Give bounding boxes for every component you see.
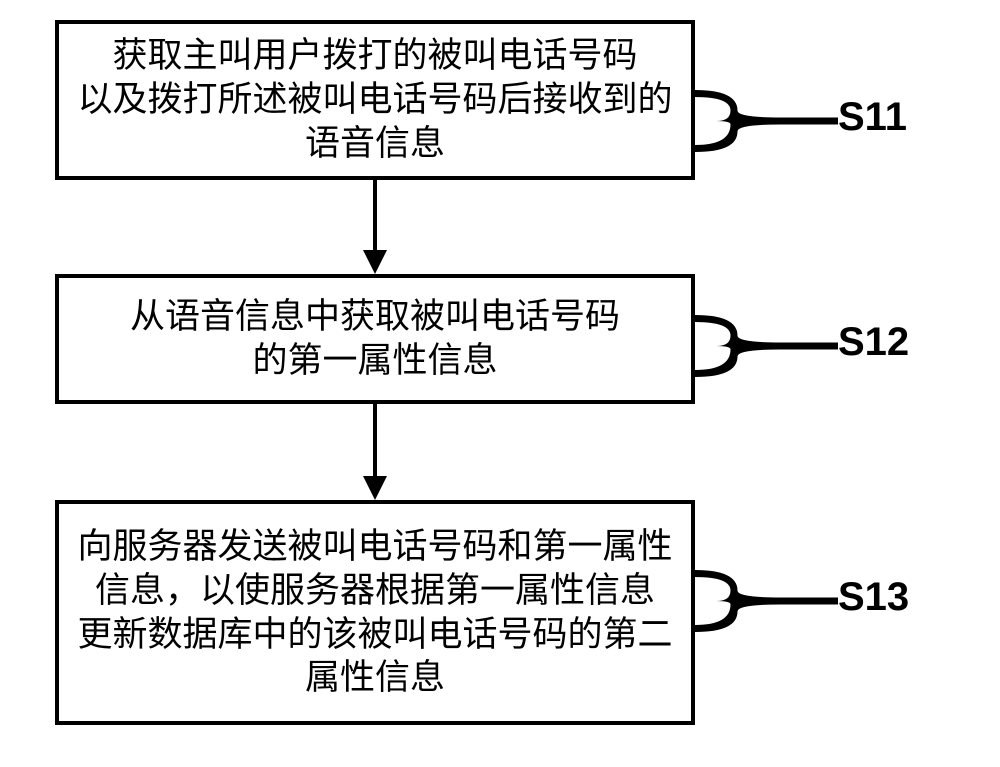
flow-node-text: 获取主叫用户拨打的被叫电话号码 以及拨打所述被叫电话号码后接收到的 语音信息 — [77, 34, 672, 165]
connector-n1 — [695, 83, 838, 152]
flowchart-canvas: 获取主叫用户拨打的被叫电话号码 以及拨打所述被叫电话号码后接收到的 语音信息从语… — [0, 0, 1000, 767]
connector-n2 — [695, 308, 838, 377]
arrow-n2-n3 — [361, 404, 389, 500]
flow-node-n2: 从语音信息中获取被叫电话号码 的第一属性信息 — [55, 274, 695, 404]
flow-node-n1: 获取主叫用户拨打的被叫电话号码 以及拨打所述被叫电话号码后接收到的 语音信息 — [55, 20, 695, 180]
arrow-n1-n2 — [361, 180, 389, 274]
connector-n3 — [695, 563, 838, 632]
step-label-S11: S11 — [838, 95, 907, 140]
step-label-S13: S13 — [838, 575, 909, 620]
flow-node-text: 从语音信息中获取被叫电话号码 的第一属性信息 — [130, 295, 620, 383]
flow-node-text: 向服务器发送被叫电话号码和第一属性 信息，以使服务器根据第一属性信息 更新数据库… — [77, 525, 672, 700]
step-label-S12: S12 — [838, 320, 909, 365]
flow-node-n3: 向服务器发送被叫电话号码和第一属性 信息，以使服务器根据第一属性信息 更新数据库… — [55, 500, 695, 725]
